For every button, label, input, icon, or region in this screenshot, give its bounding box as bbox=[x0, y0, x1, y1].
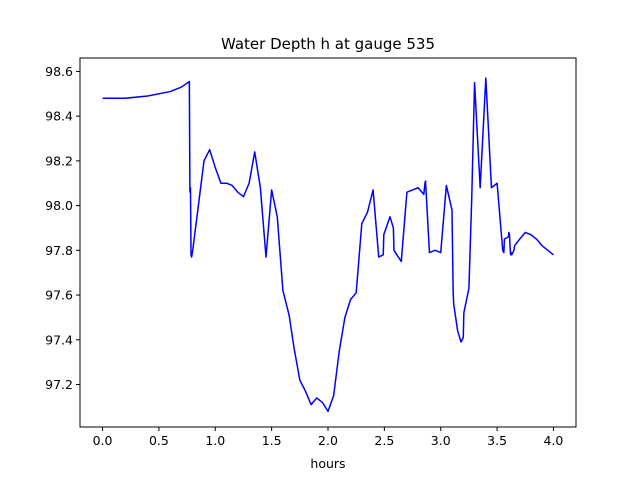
x-tick-label: 2.0 bbox=[318, 433, 338, 448]
y-tick-label: 98.2 bbox=[45, 153, 73, 168]
y-tick-label: 98.4 bbox=[45, 109, 73, 124]
y-tick-label: 97.2 bbox=[45, 377, 73, 392]
y-tick-label: 97.6 bbox=[45, 288, 73, 303]
x-tick-label: 3.5 bbox=[487, 433, 507, 448]
x-tick-label: 2.5 bbox=[374, 433, 394, 448]
x-tick-label: 1.5 bbox=[262, 433, 282, 448]
x-tick-label: 0.0 bbox=[93, 433, 113, 448]
x-tick-label: 3.0 bbox=[431, 433, 451, 448]
y-tick-label: 98.6 bbox=[45, 64, 73, 79]
chart-title: Water Depth h at gauge 535 bbox=[221, 35, 435, 53]
y-tick-label: 97.4 bbox=[45, 332, 73, 347]
y-tick-label: 98.0 bbox=[45, 198, 73, 213]
y-tick-label: 97.8 bbox=[45, 243, 73, 258]
x-tick-label: 1.0 bbox=[205, 433, 225, 448]
series-line-0 bbox=[102, 77, 554, 413]
x-axis-label: hours bbox=[310, 456, 345, 471]
plot-area: 0.0 0.5 1.0 1.5 2.0 2.5 3.0 3.5 4.0 97.2 97.4 97.6 9… bbox=[45, 57, 577, 448]
x-tick-label: 0.5 bbox=[149, 433, 169, 448]
x-tick-label: 4.0 bbox=[544, 433, 564, 448]
